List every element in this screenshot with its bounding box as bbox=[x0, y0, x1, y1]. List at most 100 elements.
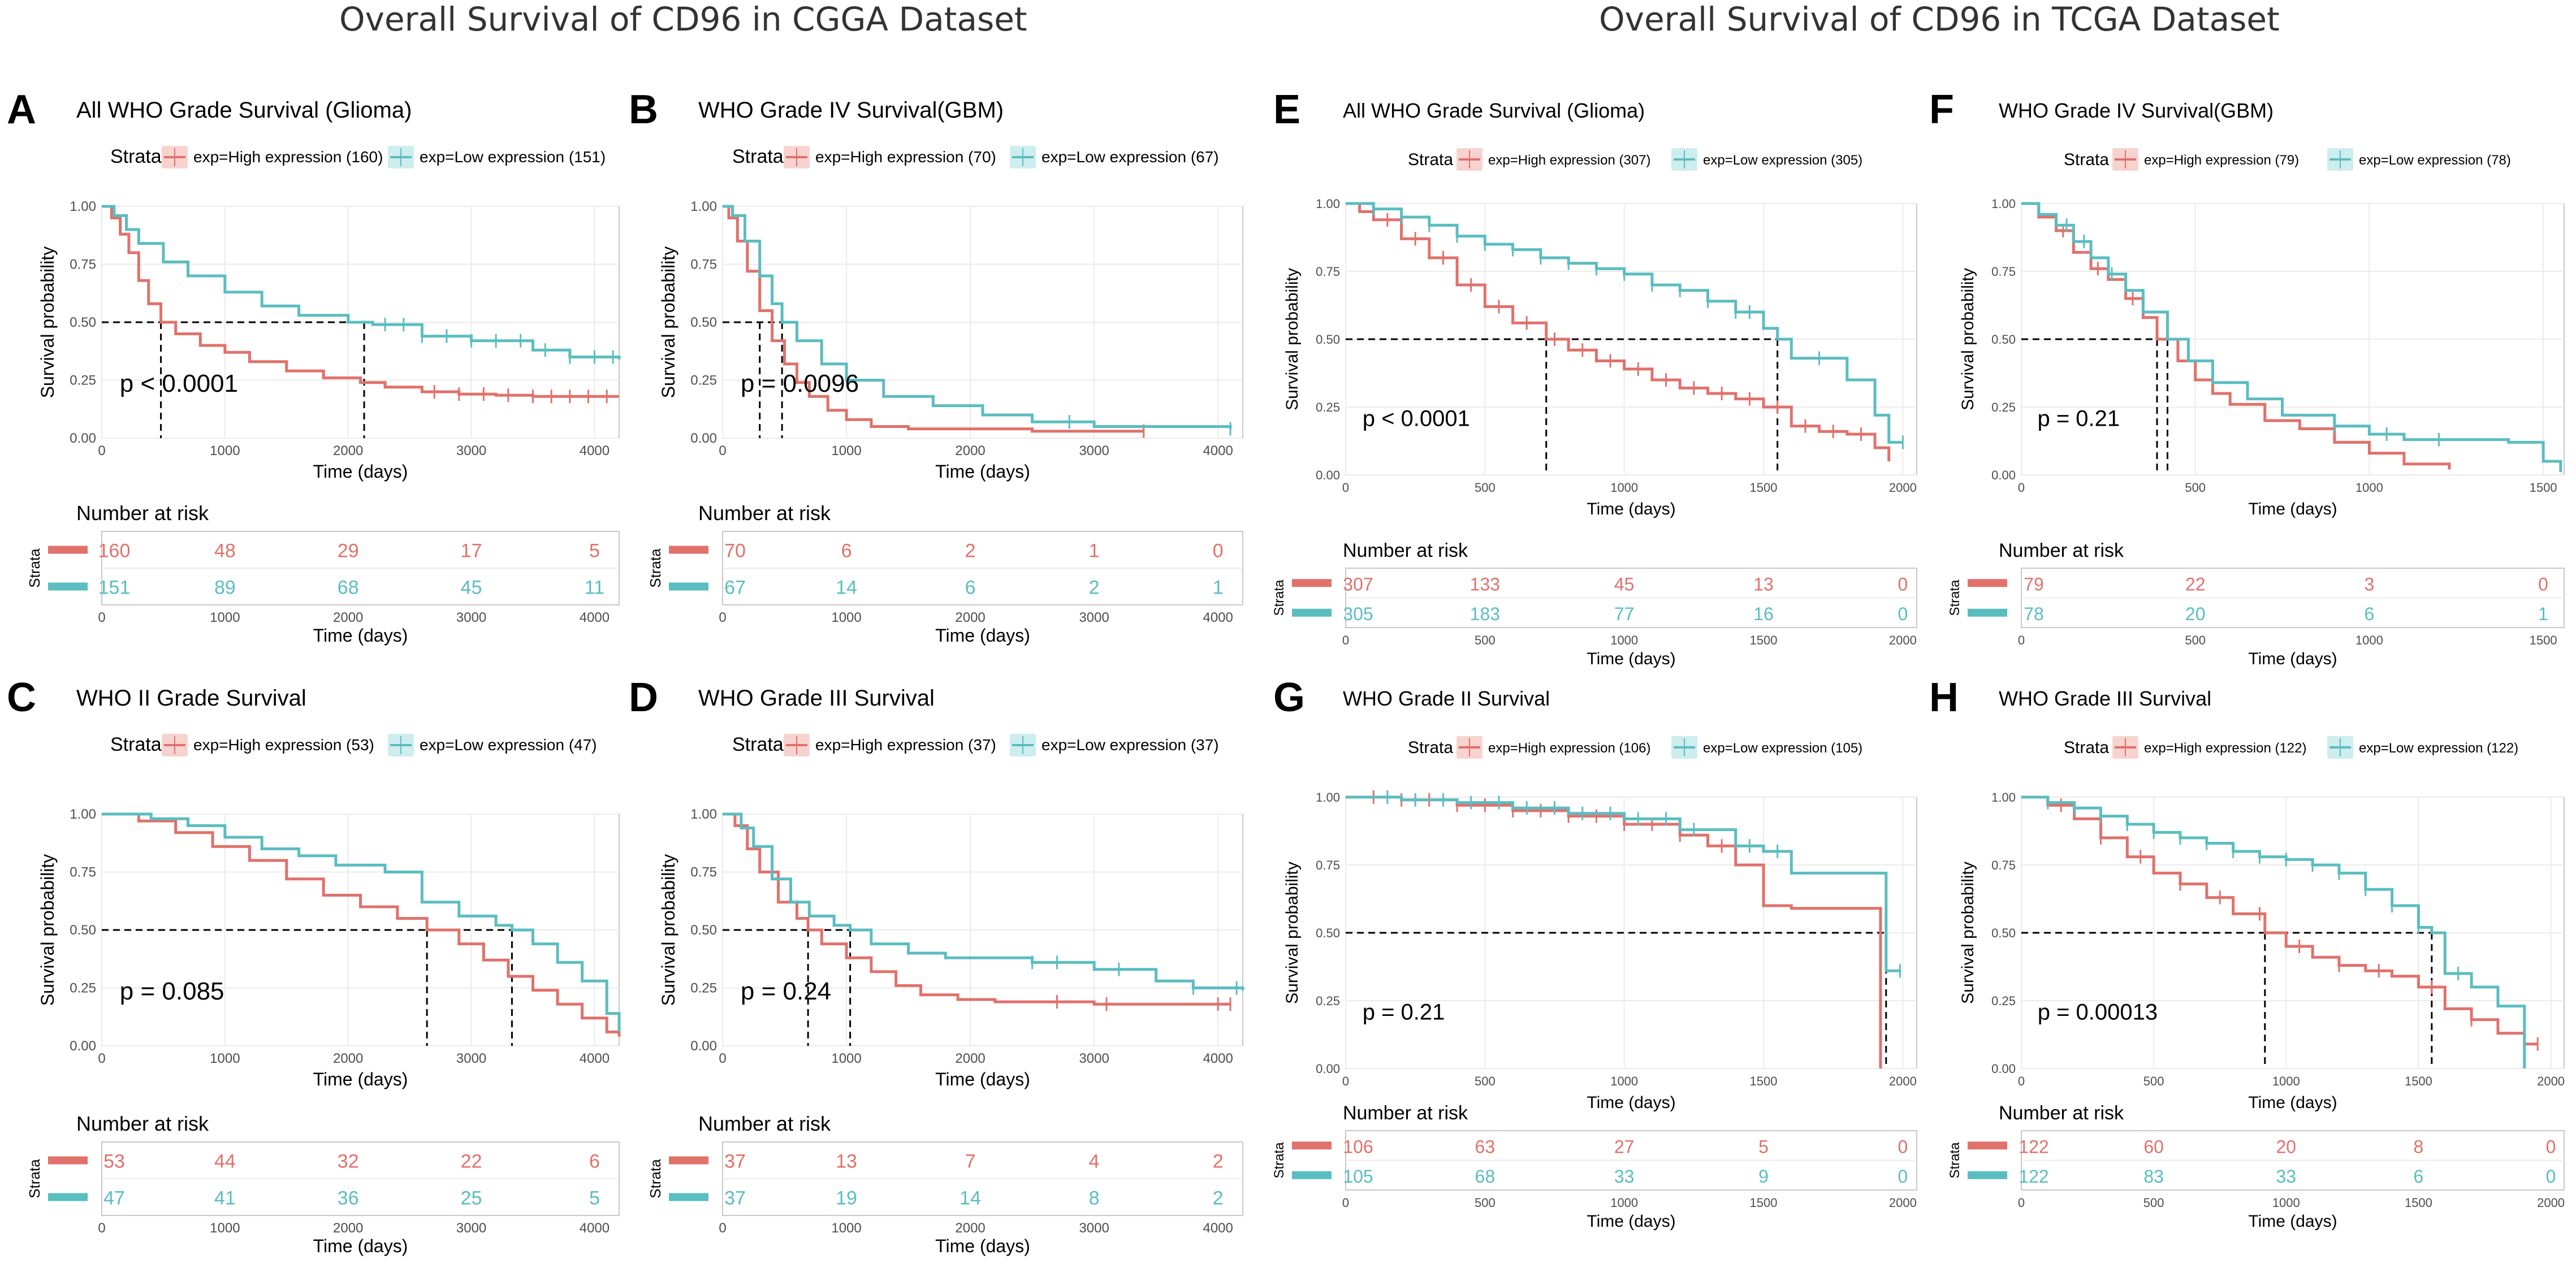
risk-key-high bbox=[1968, 1141, 2007, 1150]
legend-low-label: exp=Low expression (305) bbox=[1703, 153, 1862, 168]
y-axis-label: Survival probability bbox=[1283, 862, 1302, 1004]
risk-x-axis-label: Time (days) bbox=[935, 1236, 1030, 1256]
risk-value-low: 6 bbox=[2414, 1166, 2424, 1187]
risk-x-tick-label: 500 bbox=[1475, 633, 1496, 647]
risk-title: Number at risk bbox=[76, 501, 209, 525]
risk-strata-label: Strata bbox=[647, 548, 664, 588]
risk-value-high: 133 bbox=[1470, 574, 1500, 594]
km-curve-high bbox=[2021, 202, 2451, 470]
panel-b: B WHO Grade IV Survival(GBM) Strata exp=Hig… bbox=[629, 87, 1243, 646]
panel-c: C WHO II Grade Survival Strata exp=High exp… bbox=[7, 675, 621, 1256]
km-curve-high bbox=[102, 205, 619, 398]
y-tick-label: 1.00 bbox=[70, 807, 96, 822]
risk-value-low: 33 bbox=[2276, 1166, 2296, 1187]
y-tick-label: 0.25 bbox=[70, 373, 96, 388]
x-tick-label: 1000 bbox=[1610, 1074, 1638, 1088]
risk-title: Number at risk bbox=[1343, 540, 1468, 561]
risk-value-low: 36 bbox=[338, 1188, 359, 1209]
y-tick-label: 0.00 bbox=[1991, 468, 2016, 482]
y-tick-label: 0.00 bbox=[1316, 1062, 1340, 1076]
x-tick-label: 0 bbox=[98, 443, 105, 458]
risk-value-low: 16 bbox=[1753, 604, 1774, 624]
risk-value-high: 22 bbox=[2185, 574, 2206, 594]
risk-key-low bbox=[669, 1193, 708, 1201]
risk-key-high bbox=[48, 546, 88, 554]
risk-value-low: 67 bbox=[724, 577, 746, 599]
risk-value-low: 89 bbox=[214, 577, 236, 599]
legend-low-label: exp=Low expression (78) bbox=[2359, 153, 2511, 168]
risk-value-high: 4 bbox=[1089, 1151, 1100, 1173]
p-value: p = 0.21 bbox=[1363, 1000, 1445, 1025]
risk-key-high bbox=[1292, 579, 1332, 587]
y-tick-label: 1.00 bbox=[1991, 790, 2016, 804]
panel-letter: F bbox=[1929, 87, 1954, 132]
risk-value-low: 77 bbox=[1614, 604, 1635, 624]
x-tick-label: 3000 bbox=[1079, 443, 1109, 458]
panel-e: E All WHO Grade Survival (Glioma) Strata ex… bbox=[1272, 87, 1917, 668]
risk-x-tick-label: 500 bbox=[2143, 1196, 2164, 1210]
risk-key-low bbox=[48, 582, 88, 591]
risk-x-tick-label: 1500 bbox=[1750, 633, 1778, 647]
x-tick-label: 3000 bbox=[1079, 1051, 1109, 1066]
risk-x-axis-label: Time (days) bbox=[1587, 1212, 1675, 1231]
risk-value-low: 0 bbox=[2546, 1166, 2556, 1187]
km-curve-low bbox=[1346, 795, 1900, 972]
risk-value-low: 1 bbox=[1213, 577, 1224, 599]
y-tick-label: 1.00 bbox=[1316, 197, 1340, 211]
risk-x-tick-label: 0 bbox=[719, 1221, 726, 1236]
risk-value-low: 183 bbox=[1470, 604, 1500, 624]
legend-high-label: exp=High expression (307) bbox=[1488, 153, 1651, 168]
risk-value-high: 44 bbox=[214, 1151, 236, 1173]
risk-x-axis-label: Time (days) bbox=[935, 625, 1030, 646]
risk-value-low: 2 bbox=[1213, 1188, 1224, 1209]
risk-x-tick-label: 1500 bbox=[1750, 1196, 1778, 1210]
risk-strata-label: Strata bbox=[26, 1159, 43, 1199]
legend-high-label: exp=High expression (160) bbox=[193, 148, 383, 166]
y-tick-label: 0.75 bbox=[690, 865, 717, 880]
risk-value-high: 0 bbox=[2546, 1136, 2556, 1157]
risk-x-tick-label: 0 bbox=[2018, 633, 2025, 647]
y-tick-label: 0.25 bbox=[690, 373, 717, 388]
risk-x-axis-label: Time (days) bbox=[1587, 650, 1675, 668]
risk-title: Number at risk bbox=[1343, 1102, 1468, 1124]
risk-x-tick-label: 3000 bbox=[1079, 610, 1109, 625]
risk-strata-label: Strata bbox=[1947, 1142, 1963, 1179]
risk-x-tick-label: 1000 bbox=[831, 610, 861, 625]
legend-strata-label: Strata bbox=[1408, 738, 1453, 757]
y-tick-label: 0.25 bbox=[1316, 994, 1340, 1008]
p-value: p = 0.00013 bbox=[2038, 1000, 2158, 1025]
risk-x-tick-label: 1000 bbox=[2355, 633, 2383, 647]
panel-title: WHO Grade IV Survival(GBM) bbox=[1999, 99, 2274, 122]
risk-value-low: 14 bbox=[836, 577, 857, 599]
risk-value-high: 37 bbox=[724, 1151, 746, 1173]
risk-key-low bbox=[669, 582, 708, 591]
risk-value-low: 78 bbox=[2024, 604, 2044, 624]
risk-value-high: 17 bbox=[461, 540, 482, 562]
panel-title: WHO Grade III Survival bbox=[698, 686, 935, 711]
y-tick-label: 0.75 bbox=[70, 257, 96, 272]
risk-value-low: 14 bbox=[959, 1188, 981, 1209]
y-tick-label: 0.75 bbox=[1316, 858, 1340, 872]
y-tick-label: 1.00 bbox=[690, 807, 717, 822]
legend-low-label: exp=Low expression (47) bbox=[420, 736, 597, 754]
risk-value-high: 5 bbox=[589, 540, 600, 562]
panel-title: WHO II Grade Survival bbox=[76, 686, 306, 711]
risk-x-axis-label: Time (days) bbox=[2248, 650, 2337, 668]
risk-x-tick-label: 1500 bbox=[2530, 633, 2557, 647]
risk-title: Number at risk bbox=[1999, 1102, 2124, 1124]
risk-strata-label: Strata bbox=[1272, 1142, 1287, 1179]
y-axis-label: Survival probability bbox=[1959, 862, 1977, 1004]
risk-value-low: 122 bbox=[2019, 1166, 2048, 1187]
risk-x-tick-label: 4000 bbox=[580, 610, 610, 625]
risk-key-low bbox=[1292, 608, 1332, 617]
y-tick-label: 0.25 bbox=[1991, 994, 2016, 1008]
risk-x-tick-label: 500 bbox=[1475, 1196, 1496, 1210]
y-axis-label: Survival probability bbox=[37, 854, 58, 1006]
risk-value-high: 32 bbox=[338, 1151, 359, 1173]
risk-value-low: 20 bbox=[2185, 604, 2206, 624]
panel-a: A All WHO Grade Survival (Glioma) Strata ex… bbox=[7, 87, 621, 646]
risk-value-high: 27 bbox=[1614, 1136, 1635, 1157]
x-tick-label: 1500 bbox=[1750, 1074, 1778, 1088]
legend-high-label: exp=High expression (37) bbox=[815, 736, 996, 754]
risk-value-low: 25 bbox=[461, 1188, 482, 1209]
